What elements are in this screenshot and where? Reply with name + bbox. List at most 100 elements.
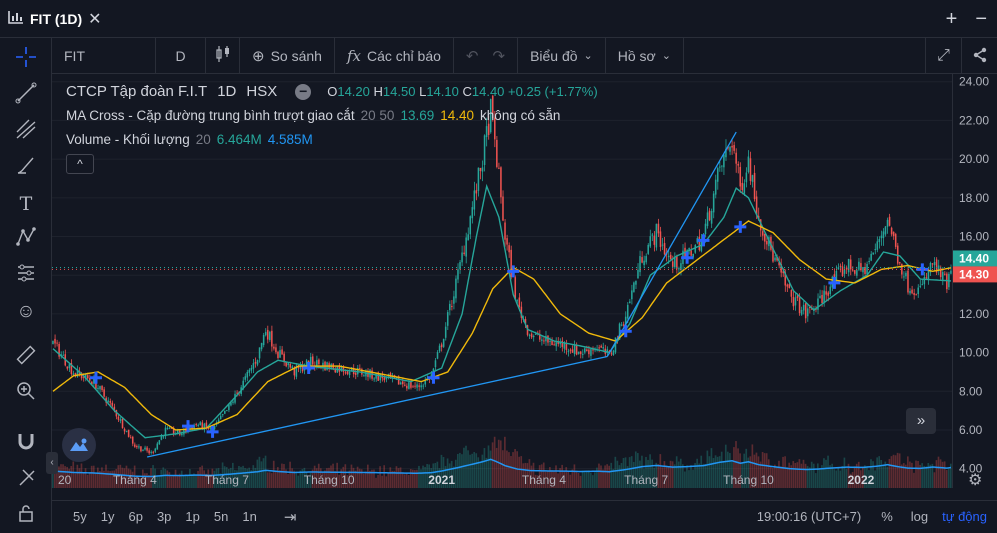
range-1y[interactable]: 1y [100,509,115,524]
chevron-down-icon: ⌄ [661,50,671,62]
volume-bar [150,468,152,488]
percent-toggle[interactable]: % [881,509,893,524]
volume-bar [166,470,169,488]
volume-bar [281,463,283,488]
chart-style-button[interactable] [206,37,240,74]
redo-icon[interactable]: ↷ [492,47,506,65]
undo-icon[interactable]: ↶ [465,47,479,65]
collapse-toolbar-icon[interactable]: ‹ [46,452,58,474]
text-icon[interactable]: T [19,193,33,215]
range-6p[interactable]: 6p [128,509,143,524]
trendline[interactable] [146,355,608,458]
magnet-icon[interactable] [10,430,42,458]
candle-body [473,190,476,210]
profile-button[interactable]: Hồ sơ ⌄ [606,37,684,74]
pattern-icon[interactable] [10,226,42,254]
volume-bar [841,465,844,488]
volume-bar [358,468,361,488]
trendline[interactable] [606,131,737,357]
volume-bar [60,464,62,488]
volume-bar [213,470,216,488]
indicators-button[interactable]: fx Các chỉ báo [335,37,454,74]
volume-bar [632,461,635,488]
price-axis[interactable]: 24.0022.0020.0018.0016.0014.0012.0010.00… [952,74,997,488]
candle-body [54,338,56,344]
volume-bar [855,463,858,488]
compare-button[interactable]: ⊕ So sánh [240,37,335,74]
emoji-icon[interactable]: ☺ [16,301,36,322]
drawing-toolbar: T ☺ [0,38,52,532]
volume-bar [74,473,77,488]
volume-bar [493,436,496,488]
candle-body [543,340,545,342]
price-chart[interactable] [52,74,952,488]
range-1n[interactable]: 1n [242,509,257,524]
volume-bar [137,477,140,488]
trendline-icon[interactable] [10,82,42,110]
interval-button[interactable]: D [156,37,206,74]
lock-drawing-icon[interactable] [10,466,42,494]
goto-date-icon[interactable]: ⇥ [283,508,297,526]
ma-cross-marker [427,371,440,384]
candle-body [404,384,406,386]
candle-body [502,196,504,221]
log-toggle[interactable]: log [910,509,929,524]
fullscreen-icon[interactable]: ⤢ [925,37,961,74]
ma-cross-marker [828,276,841,289]
lock-icon[interactable] [10,502,42,530]
hide-icon[interactable]: − [295,84,312,100]
settings-icon[interactable]: ⚙ [968,472,983,489]
zoom-in-icon[interactable] [10,380,42,408]
volume-bar [229,467,232,488]
add-icon[interactable]: + [945,8,958,30]
volume-bar [577,473,580,488]
volume-bar [692,469,694,488]
time-axis[interactable]: 20 Tháng 4 Tháng 7 Tháng 10 2021 Tháng 4 Tháng… [52,468,952,490]
volume-bar [907,456,909,488]
volume-bar [534,474,537,488]
volume-bar [182,475,185,488]
chart-tab[interactable]: FIT (1D) ✕ [0,0,102,38]
share-icon[interactable] [961,37,997,74]
volume-bar [798,459,801,488]
candle-body [289,363,292,368]
volume-bar [819,468,821,488]
collapse-legend-button[interactable]: ^ [66,154,94,174]
candle-body [821,294,823,303]
ma-cross-marker [206,425,219,438]
ruler-icon[interactable] [10,344,42,372]
candle-body [271,330,273,347]
candle-body [363,375,365,377]
range-5n[interactable]: 5n [213,509,229,524]
volume-bar [788,462,791,488]
candle-body [510,249,512,278]
range-1p[interactable]: 1p [185,509,200,524]
volume-bar [686,465,688,488]
volume-bar [58,466,60,488]
forecast-icon[interactable] [10,262,42,290]
volume-bar [655,462,658,488]
candle-body [573,344,576,354]
auto-toggle[interactable]: tự động [942,509,987,524]
brush-icon[interactable] [10,154,42,182]
pitchfork-icon[interactable] [10,118,42,146]
chart-canvas[interactable] [52,74,952,488]
volume-bar [144,473,146,488]
price-label: 14.30 [959,267,989,281]
candle-body [440,344,443,348]
range-5y[interactable]: 5y [73,509,87,524]
scroll-to-realtime-icon[interactable]: » [906,408,936,434]
candle-body [620,324,623,326]
undo-redo: ↶ ↷ [454,37,519,74]
crosshair-icon[interactable] [10,46,42,74]
minimize-icon[interactable]: − [975,8,987,30]
chart-type-button[interactable]: Biểu đồ ⌄ [518,37,606,74]
volume-bar [528,459,531,488]
candle-body [285,362,287,367]
symbol-search[interactable]: FIT [52,37,156,74]
volume-bar [589,472,592,488]
candle-body [950,270,952,274]
candle-body [146,447,148,451]
range-3p[interactable]: 3p [156,509,172,524]
close-icon[interactable]: ✕ [88,11,102,28]
